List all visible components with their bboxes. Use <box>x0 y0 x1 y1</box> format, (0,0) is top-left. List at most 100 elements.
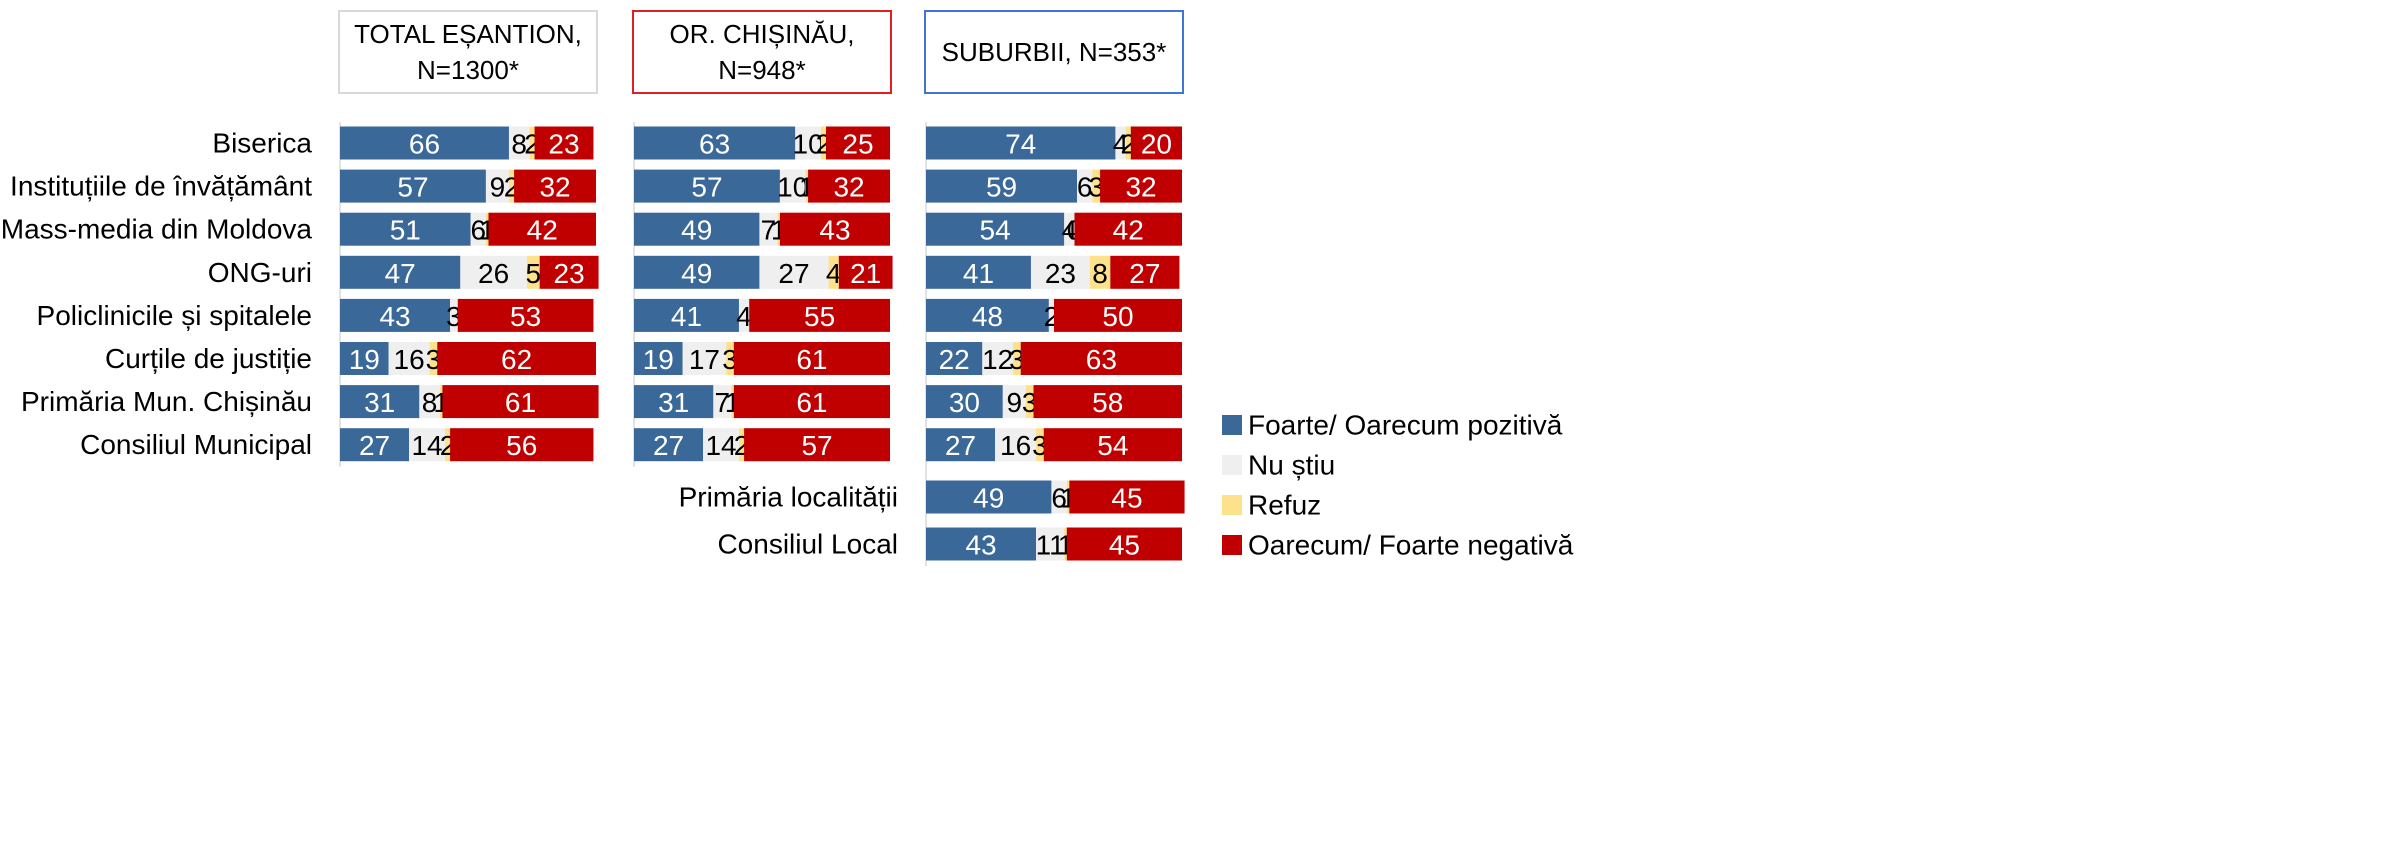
bar-segment <box>388 342 430 375</box>
legend-label: Foarte/ Oarecum pozitivă <box>1248 410 1563 441</box>
bar-segment <box>759 255 829 289</box>
bar-segment <box>457 298 594 332</box>
value-label: 45 <box>1111 483 1142 514</box>
value-label: 4 <box>736 301 752 332</box>
value-label: 57 <box>397 172 428 203</box>
bar-segment <box>1066 527 1182 561</box>
bar-segment <box>713 385 732 419</box>
value-label: 22 <box>939 344 970 375</box>
category-label: Primăria Mun. Chișinău <box>21 386 312 417</box>
panel-header: SUBURBII, N=353* <box>924 10 1184 94</box>
category-label: Biserica <box>212 128 312 159</box>
value-label: 5 <box>525 258 541 289</box>
value-label: 61 <box>796 344 827 375</box>
bar-segment <box>1066 480 1070 514</box>
bar-segment <box>1002 385 1026 419</box>
bar-segment <box>634 212 760 246</box>
value-label: 63 <box>1086 344 1117 375</box>
bar-segment <box>731 385 734 419</box>
category-label: Primăria localității <box>679 482 898 513</box>
bar-segment <box>703 428 739 462</box>
value-label: 11 <box>1036 530 1065 561</box>
bar-segment <box>733 342 890 375</box>
value-label: 50 <box>1102 301 1133 332</box>
bar-segment <box>1033 385 1182 419</box>
bar-segment <box>1036 428 1044 462</box>
bar-segment <box>529 126 535 160</box>
panel-header: OR. CHIȘINĂU, N=948* <box>632 10 892 94</box>
value-label: 42 <box>527 215 558 246</box>
bar-segment <box>634 428 704 462</box>
category-label: Policlinicile și spitalele <box>37 300 312 331</box>
category-label: Curțile de justiție <box>105 343 312 374</box>
category-label: Instituțiile de învățământ <box>10 171 312 202</box>
value-label: 47 <box>385 258 416 289</box>
bar-segment <box>340 212 471 246</box>
value-label: 10 <box>777 172 808 203</box>
value-label: 27 <box>778 258 809 289</box>
bar-segment <box>634 169 780 203</box>
bar-segment <box>1030 255 1090 289</box>
bar-segment <box>738 428 745 462</box>
value-label: 32 <box>1125 172 1156 203</box>
bar-segment <box>926 169 1078 203</box>
value-label: 31 <box>658 387 689 418</box>
value-label: 12 <box>982 344 1013 375</box>
bar-segment <box>1077 169 1093 203</box>
bar-segment <box>926 385 1003 419</box>
bar-segment <box>450 428 594 462</box>
bar-segment <box>470 212 486 246</box>
bar-segment <box>439 385 443 419</box>
value-label: 20 <box>1141 129 1172 160</box>
value-label: 27 <box>653 430 684 461</box>
value-label: 23 <box>1045 258 1076 289</box>
bar-segment <box>759 212 778 246</box>
value-label: 7 <box>761 215 777 246</box>
bar-segment <box>634 342 683 375</box>
bar-segment <box>419 385 440 419</box>
value-label: 14 <box>411 430 442 461</box>
bar-segment <box>926 255 1031 289</box>
bar-segment <box>485 212 489 246</box>
bar-segment <box>634 126 796 160</box>
value-label: 16 <box>1000 430 1031 461</box>
bar-segment <box>926 428 996 462</box>
value-label: 27 <box>1129 258 1160 289</box>
bar-segment <box>340 342 389 375</box>
bar-segment <box>634 385 714 419</box>
bar-segment <box>534 126 594 160</box>
bar-segment <box>340 428 410 462</box>
value-label: 32 <box>539 172 570 203</box>
bar-segment <box>808 169 890 203</box>
value-label: 54 <box>980 215 1011 246</box>
bar-segment <box>444 428 451 462</box>
value-label: 48 <box>972 301 1003 332</box>
bar-segment <box>539 255 599 289</box>
value-label: 27 <box>359 430 390 461</box>
bar-segment <box>429 342 438 375</box>
value-label: 57 <box>801 430 832 461</box>
bar-segment <box>340 385 420 419</box>
value-label: 7 <box>715 387 731 418</box>
value-label: 61 <box>796 387 827 418</box>
value-label: 27 <box>945 430 976 461</box>
value-label: 8 <box>422 387 438 418</box>
value-label: 74 <box>1005 129 1036 160</box>
bar-segment <box>1036 527 1065 561</box>
bar-segment <box>1048 298 1054 332</box>
bar-segment <box>340 126 509 160</box>
bar-segment <box>460 255 527 289</box>
category-label: Consiliul Municipal <box>80 429 312 460</box>
category-label: Mass-media din Moldova <box>1 214 313 245</box>
bar-segment <box>1020 342 1182 375</box>
value-label: 6 <box>470 215 486 246</box>
value-label: 4 <box>1113 129 1129 160</box>
bar-segment <box>926 212 1065 246</box>
value-label: 19 <box>643 344 674 375</box>
value-label: 53 <box>510 301 541 332</box>
legend-label: Oarecum/ Foarte negativă <box>1248 530 1574 561</box>
value-label: 49 <box>681 215 712 246</box>
bar-segment <box>995 428 1037 462</box>
bar-segment <box>1025 385 1034 419</box>
panel-header: TOTAL EȘANTION, N=1300* <box>338 10 598 94</box>
